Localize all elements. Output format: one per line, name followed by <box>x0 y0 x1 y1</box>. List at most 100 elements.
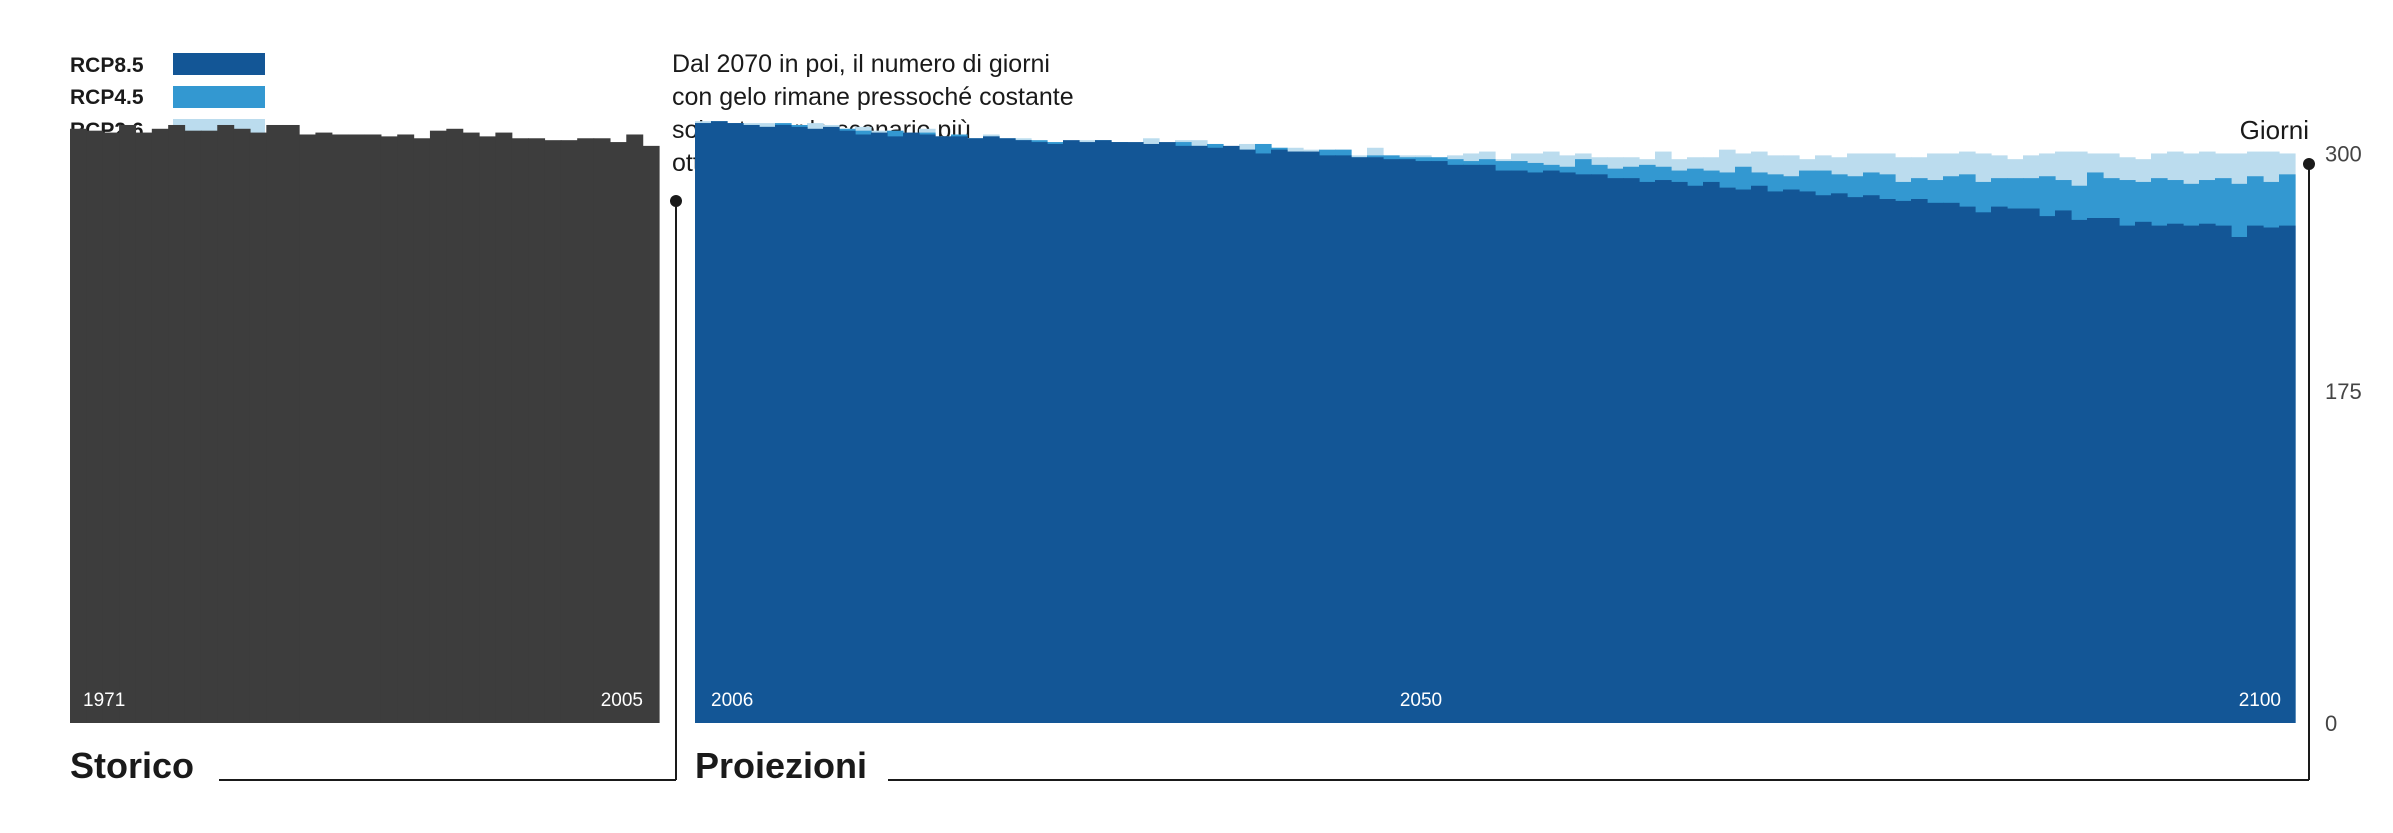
rcp85-bar <box>1735 189 1752 723</box>
rcp85-bar <box>1751 185 1768 724</box>
historical-bar <box>593 138 611 723</box>
hist-start-year-label: 1971 <box>83 690 125 711</box>
y-tick-label: 300 <box>2325 142 2362 167</box>
historical-bar <box>626 134 644 724</box>
series-rcp85 <box>695 121 2296 724</box>
rcp85-bar <box>2151 225 2168 723</box>
historical-bar <box>184 130 202 723</box>
historical-bar <box>266 124 284 724</box>
rcp85-bar <box>1127 142 1144 723</box>
rcp85-bar <box>2247 225 2264 723</box>
rcp85-bar <box>903 132 920 723</box>
historical-bar <box>397 134 415 724</box>
rcp85-bar <box>1559 172 1576 723</box>
rcp85-bar <box>1655 180 1672 724</box>
rcp85-bar <box>1367 157 1384 723</box>
historical-bar <box>446 128 464 723</box>
rcp85-bar <box>1159 142 1176 723</box>
rcp85-bar <box>1639 181 1656 723</box>
rcp85-bar <box>871 132 888 723</box>
rcp85-bar <box>1703 181 1720 723</box>
rcp85-bar <box>1799 191 1816 723</box>
rcp85-bar <box>1079 142 1096 723</box>
rcp85-bar <box>1463 164 1480 724</box>
rcp85-bar <box>1911 199 1928 723</box>
rcp85-bar <box>2103 218 2120 723</box>
historical-bar <box>70 128 87 723</box>
historical-panel <box>70 124 660 724</box>
historical-bar <box>151 128 169 723</box>
rcp85-bar <box>2199 223 2216 723</box>
rcp85-bar <box>1111 142 1128 723</box>
rcp85-bar <box>2167 223 2184 723</box>
rcp85-bar <box>855 134 872 724</box>
rcp85-bar <box>1591 174 1608 724</box>
rcp85-bar <box>2231 236 2248 724</box>
rcp85-bar <box>839 130 856 723</box>
historical-bar <box>364 134 382 724</box>
rcp85-bar <box>2279 225 2296 723</box>
rcp85-bar <box>1239 149 1256 723</box>
rcp85-bar <box>2039 216 2056 724</box>
rcp85-bar <box>2055 210 2072 724</box>
historical-bar <box>168 124 186 724</box>
rcp85-bar <box>1255 153 1272 723</box>
rcp85-bar <box>1175 145 1192 723</box>
y-tick-label: 175 <box>2325 379 2362 404</box>
rcp85-bar <box>1431 161 1448 723</box>
historical-bar <box>544 140 562 724</box>
rcp85-bar <box>1783 189 1800 723</box>
rcp85-bar <box>759 126 776 723</box>
legend-swatch-rcp85 <box>173 53 265 75</box>
rcp85-bar <box>1383 159 1400 723</box>
rcp85-bar <box>807 128 824 723</box>
historical-bar <box>119 124 137 724</box>
rcp85-bar <box>727 123 744 724</box>
rcp85-bar <box>1607 178 1624 723</box>
rcp85-bar <box>1319 155 1336 724</box>
legend: RCP8.5 RCP4.5 RCP2.6 <box>70 53 265 142</box>
rcp85-bar <box>919 134 936 724</box>
rcp85-bar <box>1047 143 1064 724</box>
rcp85-bar <box>1447 164 1464 724</box>
rcp85-bar <box>1191 145 1208 723</box>
annotation-line-1: Dal 2070 in poi, il numero di giorni <box>672 50 1050 78</box>
rcp85-bar <box>1143 143 1160 724</box>
rcp85-bar <box>2071 219 2088 723</box>
rcp85-bar <box>1479 164 1496 724</box>
rcp85-bar <box>1511 170 1528 724</box>
historical-bar <box>233 128 251 723</box>
projections-panel <box>695 121 2296 724</box>
rcp85-bar <box>999 138 1016 723</box>
rcp85-bar <box>1271 149 1288 723</box>
historical-bar <box>348 134 366 724</box>
section-title-storico: Storico <box>70 745 194 786</box>
historical-bar <box>413 138 431 723</box>
rcp85-bar <box>1399 159 1416 723</box>
historical-bar <box>577 138 595 723</box>
rcp85-bar <box>1623 178 1640 723</box>
rcp85-bar <box>1527 172 1544 723</box>
legend-label-rcp85: RCP8.5 <box>70 54 144 77</box>
historical-bar <box>282 124 300 724</box>
rcp85-bar <box>743 124 760 724</box>
rcp85-bar <box>2087 218 2104 723</box>
rcp85-bar <box>967 138 984 723</box>
rcp85-bar <box>1687 185 1704 724</box>
rcp85-bar <box>1303 151 1320 723</box>
y-axis: Giorni 0 175 300 <box>2240 115 2362 780</box>
rcp85-bar <box>2263 227 2280 723</box>
section-title-proiezioni: Proiezioni <box>695 745 867 786</box>
rcp85-bar <box>791 126 808 723</box>
rcp85-bar <box>1015 140 1032 724</box>
rcp85-bar <box>1991 206 2008 723</box>
rcp85-bar <box>935 136 952 723</box>
historical-bar <box>380 136 398 723</box>
rcp85-bar <box>1815 195 1832 724</box>
historical-bar <box>217 124 235 724</box>
proj-end-year-label: 2100 <box>2239 690 2281 711</box>
rcp85-bar <box>1063 140 1080 724</box>
rcp85-bar <box>1207 147 1224 723</box>
rcp85-bar <box>983 136 1000 723</box>
rcp85-bar <box>2135 221 2152 723</box>
